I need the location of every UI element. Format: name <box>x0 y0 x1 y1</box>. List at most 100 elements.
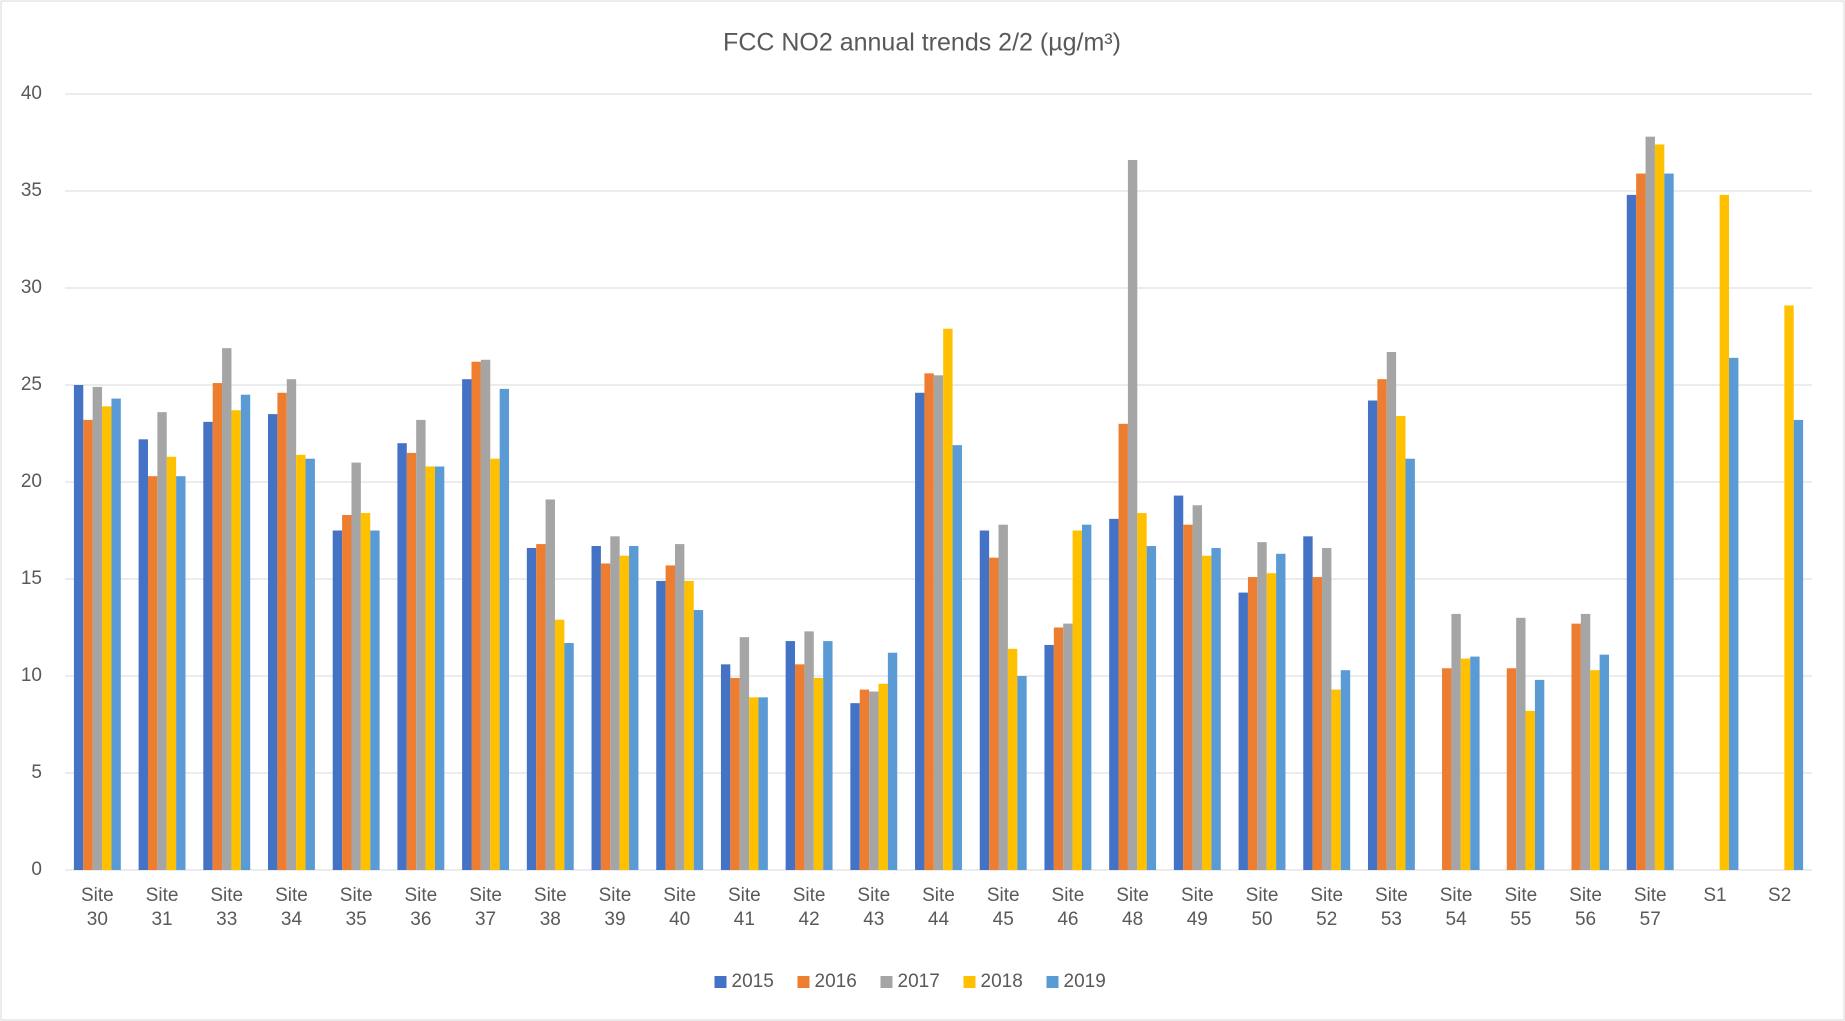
x-tick-label: Site 49 <box>1180 885 1214 930</box>
bar <box>915 392 925 870</box>
bar <box>1784 305 1794 871</box>
x-tick-label: Site 55 <box>1504 885 1538 930</box>
bar <box>147 476 158 870</box>
bar <box>1276 553 1286 870</box>
legend-swatch <box>963 976 976 988</box>
x-tick-label: Site 34 <box>275 885 308 930</box>
bar <box>176 476 186 870</box>
bar <box>406 452 417 870</box>
bar <box>1192 505 1203 870</box>
bar <box>536 544 546 870</box>
bar <box>1173 495 1184 870</box>
x-tick-label: Site 33 <box>210 885 244 930</box>
bar <box>462 379 472 870</box>
x-tick-label: Site 46 <box>1051 885 1085 930</box>
bar <box>1072 530 1082 870</box>
bar <box>979 530 990 870</box>
bar <box>674 544 685 870</box>
bar <box>1331 689 1341 870</box>
bar <box>526 547 537 870</box>
legend-swatch <box>714 976 727 988</box>
bar <box>212 383 223 870</box>
bar <box>1044 644 1054 870</box>
bar <box>1063 623 1073 870</box>
bar <box>1377 379 1387 870</box>
bar <box>610 536 620 870</box>
x-tick-label: Site 30 <box>80 885 114 930</box>
bar <box>1506 668 1517 870</box>
bar <box>416 419 426 870</box>
y-tick-label: 35 <box>21 180 42 201</box>
x-tick-label: Site 35 <box>339 885 373 930</box>
y-tick-label: 30 <box>21 277 42 298</box>
legend-label: 2015 <box>732 971 774 992</box>
bar <box>693 610 704 870</box>
bar <box>1636 173 1646 871</box>
bar <box>887 652 898 870</box>
x-tick-label: Site 43 <box>857 885 891 930</box>
y-tick-label: 15 <box>21 568 42 589</box>
bar <box>924 373 934 870</box>
bar <box>1664 173 1674 871</box>
bar <box>739 637 750 870</box>
bar <box>1183 524 1193 870</box>
bar <box>591 546 601 870</box>
bar <box>1580 613 1591 870</box>
x-tick-label: Site 40 <box>663 885 697 930</box>
bar <box>629 546 639 870</box>
x-tick-label: Site 38 <box>533 885 567 930</box>
bar <box>1081 524 1092 870</box>
bar <box>1312 577 1323 870</box>
bar <box>1405 458 1415 870</box>
bar <box>480 359 491 870</box>
bar <box>619 555 630 870</box>
legend-label: 2017 <box>898 971 940 992</box>
bar <box>554 619 565 870</box>
x-tick-label: Site 50 <box>1245 885 1279 930</box>
x-tick-label: Site 31 <box>145 885 179 930</box>
bar <box>425 466 435 870</box>
bar <box>1257 542 1267 870</box>
bar <box>1719 194 1730 870</box>
bar <box>277 392 287 870</box>
y-tick-label: 5 <box>31 762 42 783</box>
bar <box>240 394 251 870</box>
bar <box>332 530 343 870</box>
bar <box>1516 617 1526 870</box>
bar <box>952 445 962 870</box>
bar <box>665 565 675 870</box>
legend-swatch <box>1046 976 1059 988</box>
bar <box>758 697 768 870</box>
bar <box>1127 159 1138 870</box>
bar <box>1451 613 1461 870</box>
bar <box>1247 577 1258 870</box>
bar <box>850 703 860 870</box>
bar <box>1146 546 1157 870</box>
legend-label: 2019 <box>1064 971 1106 992</box>
bar <box>600 563 611 870</box>
legend-label: 2016 <box>815 971 857 992</box>
bar <box>1007 648 1018 870</box>
bar <box>1386 352 1397 870</box>
bar <box>785 641 796 870</box>
bar <box>231 410 241 870</box>
bar <box>1654 144 1665 870</box>
bar <box>286 379 297 870</box>
bar <box>351 462 361 870</box>
bar <box>203 421 213 870</box>
bar <box>943 328 953 870</box>
bar <box>1590 670 1600 870</box>
x-tick-label: Site 36 <box>404 885 438 930</box>
bar <box>933 375 944 870</box>
bar <box>92 386 103 870</box>
legend-swatch <box>797 976 810 988</box>
bar <box>656 580 666 870</box>
x-tick-label: Site 37 <box>469 885 502 930</box>
bar <box>813 677 824 870</box>
bar <box>370 530 380 870</box>
bar <box>564 643 574 870</box>
bar <box>73 385 84 870</box>
bar <box>268 414 278 870</box>
x-tick-label: Site 56 <box>1569 885 1602 930</box>
